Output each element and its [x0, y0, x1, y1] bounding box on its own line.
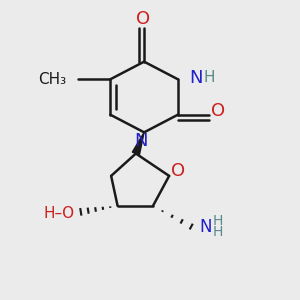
- Text: H–O: H–O: [44, 206, 75, 221]
- Text: H: H: [212, 214, 223, 228]
- Text: O: O: [136, 10, 150, 28]
- Text: N: N: [200, 218, 212, 236]
- Text: N: N: [189, 69, 203, 87]
- Text: O: O: [172, 163, 186, 181]
- Polygon shape: [132, 132, 144, 155]
- Text: CH₃: CH₃: [38, 72, 67, 87]
- Text: O: O: [211, 102, 225, 120]
- Text: N: N: [134, 132, 148, 150]
- Text: H: H: [204, 70, 215, 85]
- Text: H: H: [212, 225, 223, 239]
